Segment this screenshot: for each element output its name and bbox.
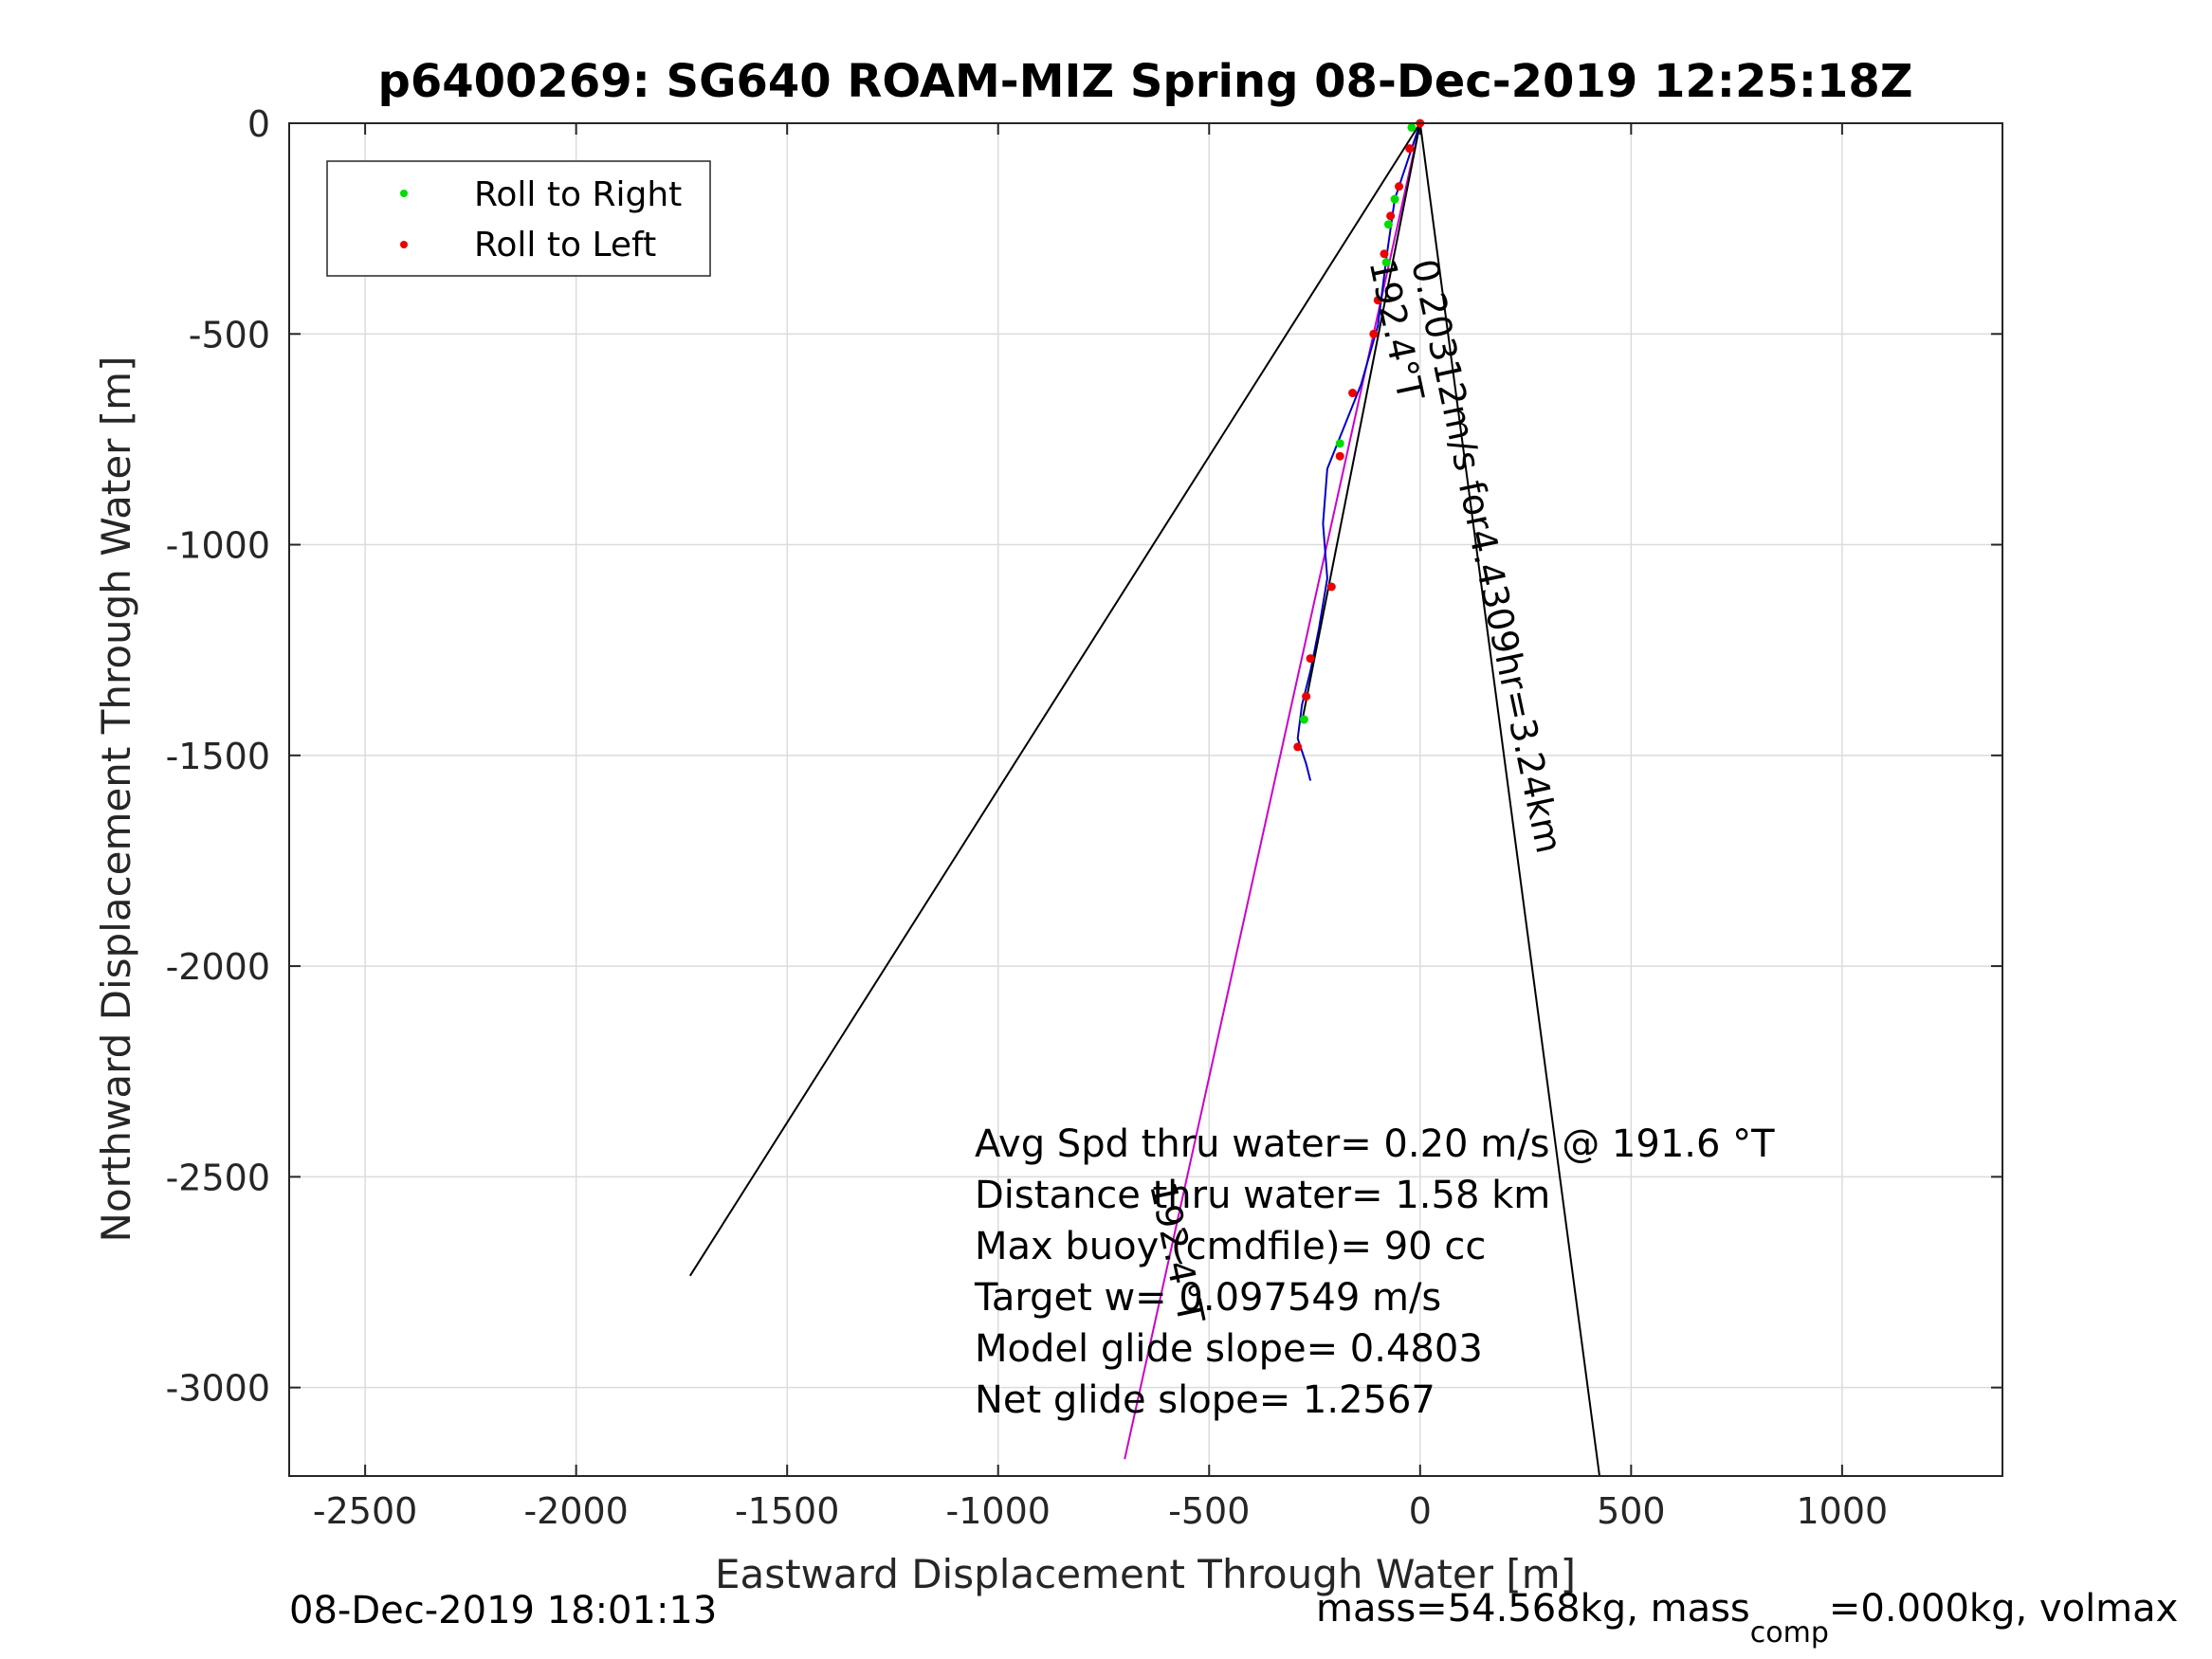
roll-right-point [1383,220,1393,229]
grid [289,122,2002,1476]
chart-title: p6400269: SG640 ROAM-MIZ Spring 08-Dec-2… [377,55,1912,108]
legend-label-roll-right: Roll to Right [474,175,682,214]
summary-line: Avg Spd thru water= 0.20 m/s @ 191.6 °T [975,1122,1775,1166]
summary-line: Net glide slope= 1.2567 [975,1378,1435,1422]
y-tick-label: -2000 [166,946,270,988]
series-line [1296,122,1421,781]
roll-left-point [1395,182,1404,191]
footer-timestamp: 08-Dec-2019 18:01:13 [289,1589,717,1632]
summary-line: Max buoy (cmdfile)= 90 cc [975,1225,1486,1268]
legend-label-roll-left: Roll to Left [474,226,656,264]
y-tick-label: -3000 [166,1368,270,1410]
x-tick-label: 0 [1409,1490,1432,1532]
x-tick-labels: -2500 -2000 -1500 -1000 -500 0 500 1000 [313,1490,1888,1532]
y-tick-label: -500 [189,314,270,356]
legend-box [326,160,711,277]
y-tick-label: 0 [247,103,270,145]
series-line [1124,122,1421,1460]
roll-left-point [1335,451,1344,461]
y-axis-label: Northward Displacement Through Water [m] [93,356,139,1243]
roll-left-point [1348,389,1358,398]
roll-left-point [1369,329,1379,338]
series-line [688,122,1421,1277]
y-tick-label: -2500 [166,1157,270,1198]
summary-line: Distance thru water= 1.58 km [975,1174,1550,1217]
footer-mass: mass=54.568kg, masscomp=0.000kg, volmax [1316,1587,2178,1650]
x-axis-label: Eastward Displacement Through Water [m] [715,1551,1576,1597]
roll-left-point [1302,692,1311,702]
legend-marker-roll-right [400,190,408,197]
footer-mass-prefix: mass=54.568kg, mass [1316,1587,1750,1631]
series-line [1301,122,1421,722]
roll-left-point [1326,582,1336,592]
summary-line: Model glide slope= 0.4803 [975,1327,1483,1371]
roll-right-point [1407,122,1417,132]
legend: Roll to Right Roll to Left [326,160,711,277]
y-tick-label: -1500 [166,736,270,777]
roll-left-point [1373,296,1382,305]
roll-points [1293,118,1425,752]
roll-right-point [1390,194,1399,204]
roll-left-point [1293,742,1303,752]
roll-left-point [1386,211,1396,221]
footer-mass-suffix: =0.000kg, volmax [1829,1587,2178,1631]
x-tick-label: 500 [1597,1490,1666,1532]
roll-right-point [1299,715,1308,724]
legend-marker-roll-left [400,241,408,248]
summary-text: Avg Spd thru water= 0.20 m/s @ 191.6 °T … [974,1122,1775,1422]
roll-left-point [1380,249,1389,259]
y-tick-labels: 0 -500 -1000 -1500 -2000 -2500 -3000 [166,103,270,1410]
x-tick-label: -1500 [735,1490,839,1532]
footer-mass-sub: comp [1750,1616,1829,1650]
series-line [1418,122,1600,1477]
roll-left-point [1306,654,1315,664]
x-tick-label: -2000 [523,1490,628,1532]
plot-annotation: 0.20312m/s for4.4309hr=3.24km [1403,255,1570,856]
roll-right-point [1381,258,1391,267]
x-tick-label: -1000 [946,1490,1051,1532]
roll-right-point [1335,439,1344,448]
x-tick-label: 1000 [1797,1490,1889,1532]
axes-box [288,122,2003,1477]
roll-left-point [1405,144,1415,154]
summary-line: Target w= 0.097549 m/s [974,1276,1441,1320]
x-tick-label: -2500 [313,1490,417,1532]
series-lines [688,122,1600,1477]
x-tick-label: -500 [1168,1490,1250,1532]
y-tick-label: -1000 [166,525,270,567]
